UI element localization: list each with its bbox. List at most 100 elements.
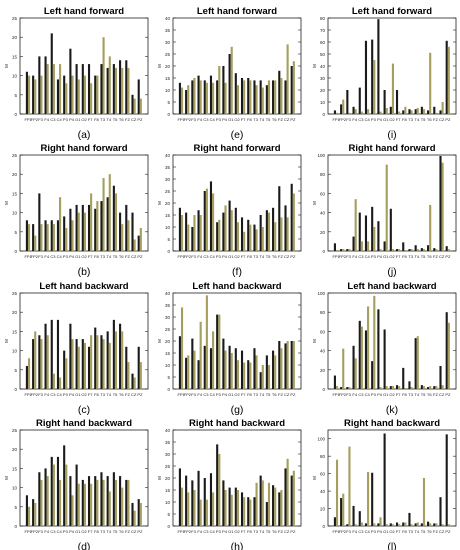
bar-p4-s2 <box>71 339 74 389</box>
x-tick-label: O1 <box>75 254 81 259</box>
x-tick-label: O2 <box>81 392 87 397</box>
x-tick-label: FP2 <box>184 254 192 259</box>
x-tick-label: T4 <box>260 254 265 259</box>
x-tick-label: FZ <box>125 254 130 259</box>
panel-label: (i) <box>387 129 396 141</box>
x-tick-label: F4 <box>44 392 49 397</box>
bar-p4-s2 <box>224 82 227 114</box>
bar-fp1-s2 <box>27 75 31 114</box>
x-tick-label: T6 <box>427 117 432 122</box>
bar-f8-s1 <box>247 497 250 526</box>
panel-label: (e) <box>231 129 244 141</box>
bar-pz-s2 <box>447 46 450 114</box>
x-tick-label: FP2 <box>184 117 192 122</box>
x-tick-label: FP1 <box>332 117 340 122</box>
bar-c3-s2 <box>52 373 55 389</box>
bar-o1-s2 <box>77 79 80 114</box>
x-tick-label: O2 <box>389 117 395 122</box>
bar-fz-s2 <box>127 67 130 114</box>
bar-f7-s2 <box>90 83 93 114</box>
bar-c3-s2 <box>360 326 363 389</box>
bar-fp2-s2 <box>34 79 37 114</box>
bar-t4-s1 <box>259 372 262 389</box>
y-tick-label: 40 <box>165 428 171 433</box>
x-tick-label: CZ <box>284 392 290 397</box>
x-tick-label: FP2 <box>31 529 39 534</box>
x-tick-label: T6 <box>427 529 432 534</box>
bar-pz-s2 <box>139 502 142 526</box>
bar-t4-s1 <box>414 523 417 526</box>
bar-p3-s2 <box>65 358 68 389</box>
bar-fp2-s2 <box>342 249 345 251</box>
y-axis-label: M <box>312 339 317 343</box>
x-tick-label: T5 <box>266 254 271 259</box>
bar-f3-s2 <box>193 350 196 389</box>
x-tick-label: O2 <box>389 392 395 397</box>
bar-c3-s2 <box>360 241 363 251</box>
x-tick-label: CZ <box>439 254 445 259</box>
bar-t5-s2 <box>114 331 118 389</box>
bar-o1-s1 <box>228 200 231 251</box>
x-tick-label: T3 <box>253 254 258 259</box>
bar-t4-s1 <box>106 476 109 526</box>
y-tick-label: 30 <box>165 40 171 45</box>
bar-p4-s2 <box>71 495 74 526</box>
bar-p3-s1 <box>371 361 374 389</box>
bar-o2-s2 <box>391 386 394 389</box>
bar-pz-s1 <box>137 499 140 526</box>
y-tick-label: 60 <box>320 329 326 334</box>
bar-t6-s1 <box>272 207 275 251</box>
bar-f4-s2 <box>199 499 202 526</box>
x-tick-label: P4 <box>222 529 228 534</box>
bar-fp2-s1 <box>32 499 35 526</box>
x-tick-label: F7 <box>88 117 93 122</box>
bar-f7-s1 <box>240 217 244 251</box>
chart-title: Right hand forward <box>348 143 435 154</box>
y-tick-label: 25 <box>165 189 171 194</box>
bar-f7-s1 <box>87 476 91 526</box>
x-tick-label: FP2 <box>184 392 192 397</box>
x-tick-label: F8 <box>402 392 407 397</box>
x-tick-label: T5 <box>421 117 426 122</box>
x-tick-label: F7 <box>396 529 401 534</box>
bar-c3-s2 <box>360 522 363 526</box>
bar-c3-s1 <box>358 212 361 251</box>
x-tick-label: PZ <box>290 117 296 122</box>
bar-t6-s1 <box>272 80 275 114</box>
bar-t3-s2 <box>102 178 105 251</box>
bar-f7-s1 <box>240 492 244 526</box>
bar-t6-s2 <box>121 331 124 389</box>
bar-f4-s1 <box>197 470 200 526</box>
bar-p3-s1 <box>216 314 219 389</box>
plot-frame <box>327 429 457 527</box>
bar-o2-s2 <box>83 75 86 114</box>
x-tick-label: O2 <box>81 254 87 259</box>
bar-f4-s2 <box>46 335 49 389</box>
x-tick-label: O1 <box>75 529 81 534</box>
bar-o2-s1 <box>81 479 84 526</box>
bar-t6-s2 <box>429 523 432 526</box>
bar-cz-s2 <box>441 102 444 114</box>
bar-cz-s2 <box>441 162 444 251</box>
bar-pz-s2 <box>447 524 450 526</box>
bar-fp2-s2 <box>187 492 190 526</box>
bar-p4-s1 <box>222 66 225 114</box>
x-tick-label: FZ <box>278 117 283 122</box>
bar-cz-s1 <box>284 343 287 389</box>
x-tick-label: T3 <box>100 392 105 397</box>
bar-c3-s1 <box>203 478 206 526</box>
bar-c3-s1 <box>50 319 53 389</box>
bar-c4-s2 <box>367 306 370 389</box>
panel-label: (h) <box>231 541 244 550</box>
y-axis-label: M <box>4 476 9 480</box>
x-tick-label: CZ <box>439 529 445 534</box>
bar-f7-s2 <box>398 386 401 389</box>
bar-fp2-s2 <box>187 224 190 251</box>
bar-f7-s1 <box>395 249 399 251</box>
bar-c4-s2 <box>212 492 215 526</box>
bar-c3-s2 <box>205 295 208 389</box>
bar-fp2-s1 <box>340 249 343 251</box>
bar-o1-s2 <box>385 524 388 526</box>
x-tick-label: PZ <box>290 392 296 397</box>
bar-fp2-s1 <box>32 224 35 251</box>
